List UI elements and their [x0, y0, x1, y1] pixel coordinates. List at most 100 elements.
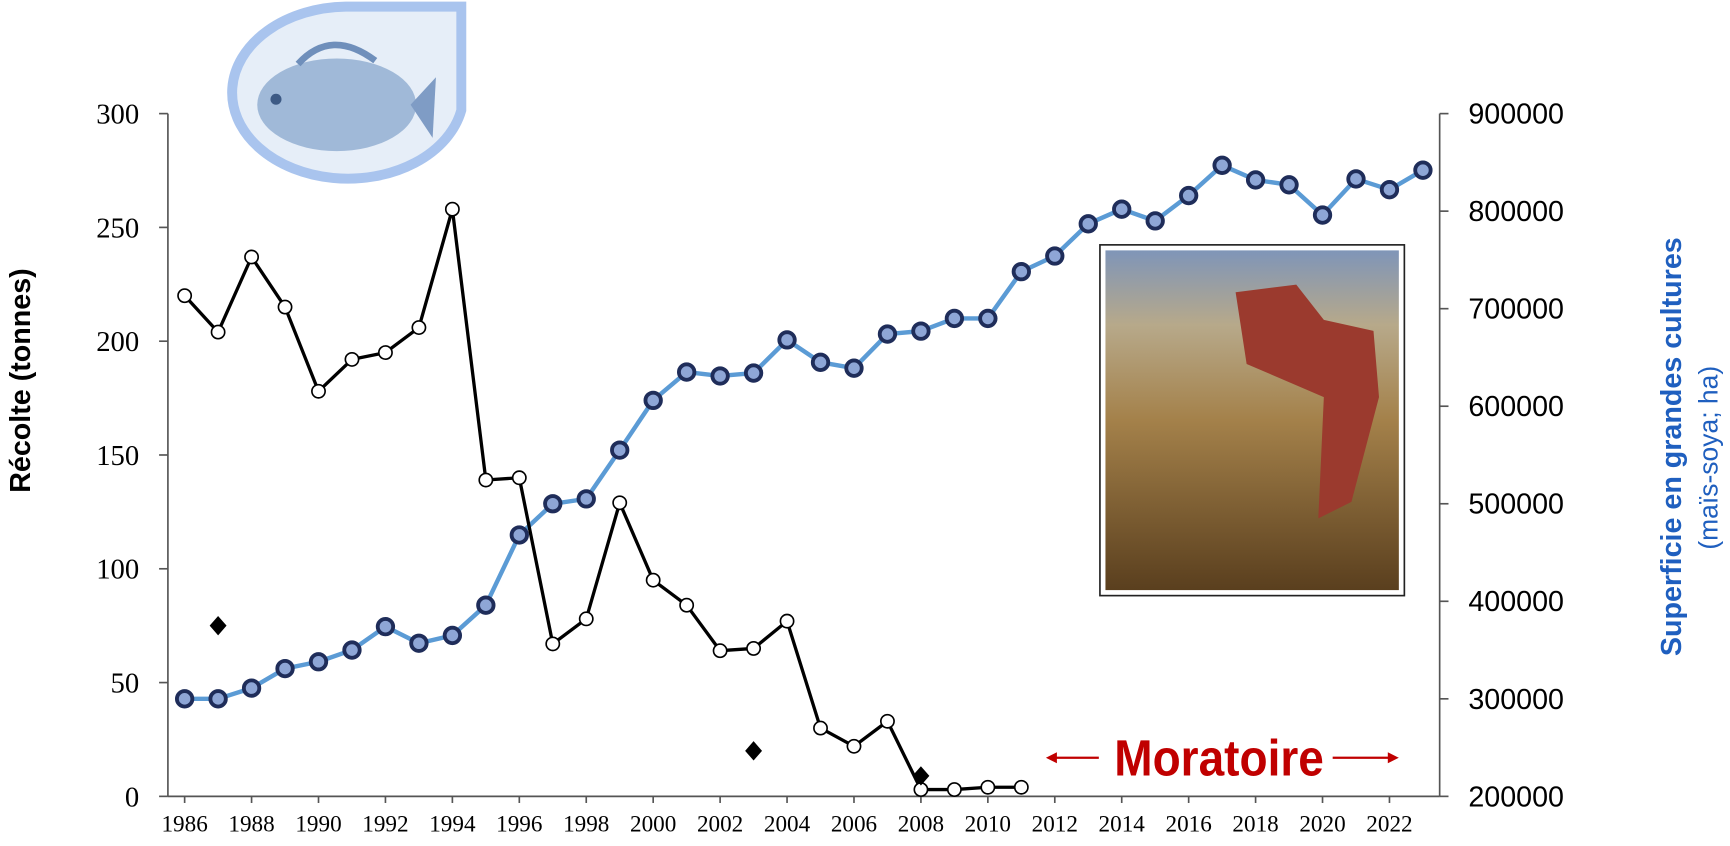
- x-tick-label: 2012: [1032, 812, 1078, 838]
- x-tick-label: 2000: [630, 812, 676, 838]
- point: [880, 713, 895, 729]
- point: [174, 689, 195, 709]
- y2-tick-label: 700000: [1468, 294, 1564, 326]
- point: [610, 440, 630, 460]
- point: [712, 643, 728, 659]
- fish-icon: [227, 1, 467, 184]
- point: [679, 597, 695, 613]
- point: [1245, 170, 1266, 190]
- point: [1179, 185, 1199, 206]
- point: [846, 738, 862, 754]
- x-tick-label: 1992: [362, 812, 408, 838]
- point: [612, 495, 628, 511]
- point: [813, 720, 828, 736]
- point: [645, 572, 661, 588]
- moratoire-annotation: Moratoire: [1045, 729, 1399, 786]
- point: [543, 494, 563, 514]
- point: [208, 689, 228, 709]
- point: [1212, 155, 1232, 175]
- y2-tick-label: 300000: [1468, 684, 1564, 716]
- point: [277, 299, 293, 315]
- point: [275, 658, 295, 679]
- point: [911, 321, 931, 341]
- x-tick-label: 2010: [965, 812, 1011, 838]
- point: [478, 472, 494, 488]
- annotation: Moratoire: [1114, 729, 1324, 786]
- y-tick-label: 50: [111, 667, 140, 699]
- point: [344, 351, 360, 367]
- point: [810, 352, 831, 372]
- x-tick-label: 1994: [429, 812, 476, 838]
- point: [912, 766, 930, 786]
- y2-axis-title: Superficie en grandes cultures: [1656, 237, 1688, 656]
- y2-tick-label: 900000: [1468, 99, 1564, 131]
- y-tick-label: 300: [96, 99, 139, 131]
- series-line: [183, 207, 1022, 792]
- point: [476, 595, 496, 615]
- point: [946, 782, 962, 797]
- point: [1145, 211, 1165, 231]
- point: [1013, 779, 1029, 795]
- x-tick-label: 1986: [161, 812, 207, 838]
- point: [244, 249, 260, 265]
- point: [1045, 246, 1065, 266]
- point: [375, 617, 396, 637]
- y2-tick-label: 500000: [1468, 489, 1564, 521]
- y2-axis-subtitle: (maïs-soya; ha): [1694, 366, 1724, 550]
- point: [209, 616, 227, 636]
- x-tick-label: 2006: [831, 812, 877, 838]
- point: [576, 489, 596, 509]
- x-tick-label: 2022: [1366, 812, 1412, 838]
- point: [743, 363, 764, 383]
- point: [241, 678, 262, 698]
- point: [978, 308, 998, 329]
- point: [777, 330, 797, 350]
- point: [1346, 169, 1366, 189]
- x-tick-label: 2014: [1099, 812, 1146, 838]
- point: [377, 345, 393, 361]
- x-tick-label: 1988: [228, 812, 274, 838]
- point: [746, 640, 762, 656]
- point: [342, 640, 362, 660]
- point: [710, 366, 730, 386]
- x-tick-label: 2004: [764, 812, 811, 838]
- point: [1413, 160, 1433, 180]
- x-tick-label: 2002: [697, 812, 743, 838]
- photo: [1099, 244, 1406, 597]
- point: [877, 324, 898, 344]
- point: [643, 390, 663, 411]
- y-tick-label: 250: [96, 212, 139, 244]
- point: [980, 779, 996, 795]
- point: [210, 324, 226, 340]
- point: [409, 633, 429, 653]
- x-tick-label: 2020: [1299, 812, 1345, 838]
- y-tick-label: 200: [96, 326, 139, 358]
- point: [545, 636, 561, 652]
- y2-tick-label: 600000: [1468, 391, 1564, 423]
- point: [745, 741, 763, 761]
- point: [411, 320, 427, 335]
- point: [177, 288, 193, 304]
- y2-tick-label: 800000: [1468, 196, 1564, 228]
- x-tick-label: 1990: [295, 812, 341, 838]
- y2-tick-label: 200000: [1468, 781, 1564, 813]
- point: [1112, 199, 1132, 219]
- y-tick-label: 100: [96, 554, 139, 586]
- point: [944, 308, 965, 329]
- point: [311, 383, 326, 399]
- x-tick-label: 1996: [496, 812, 542, 838]
- point: [1279, 175, 1299, 195]
- point: [578, 611, 594, 627]
- y-axis-title: Récolte (tonnes): [5, 268, 37, 492]
- point: [1312, 205, 1333, 225]
- point: [1379, 180, 1400, 200]
- point: [444, 201, 460, 217]
- y-tick-label: 0: [125, 781, 139, 813]
- x-tick-label: 2008: [898, 812, 944, 838]
- point: [779, 613, 795, 629]
- y-tick-label: 150: [96, 440, 139, 472]
- point: [509, 525, 529, 545]
- x-tick-label: 2018: [1232, 812, 1278, 838]
